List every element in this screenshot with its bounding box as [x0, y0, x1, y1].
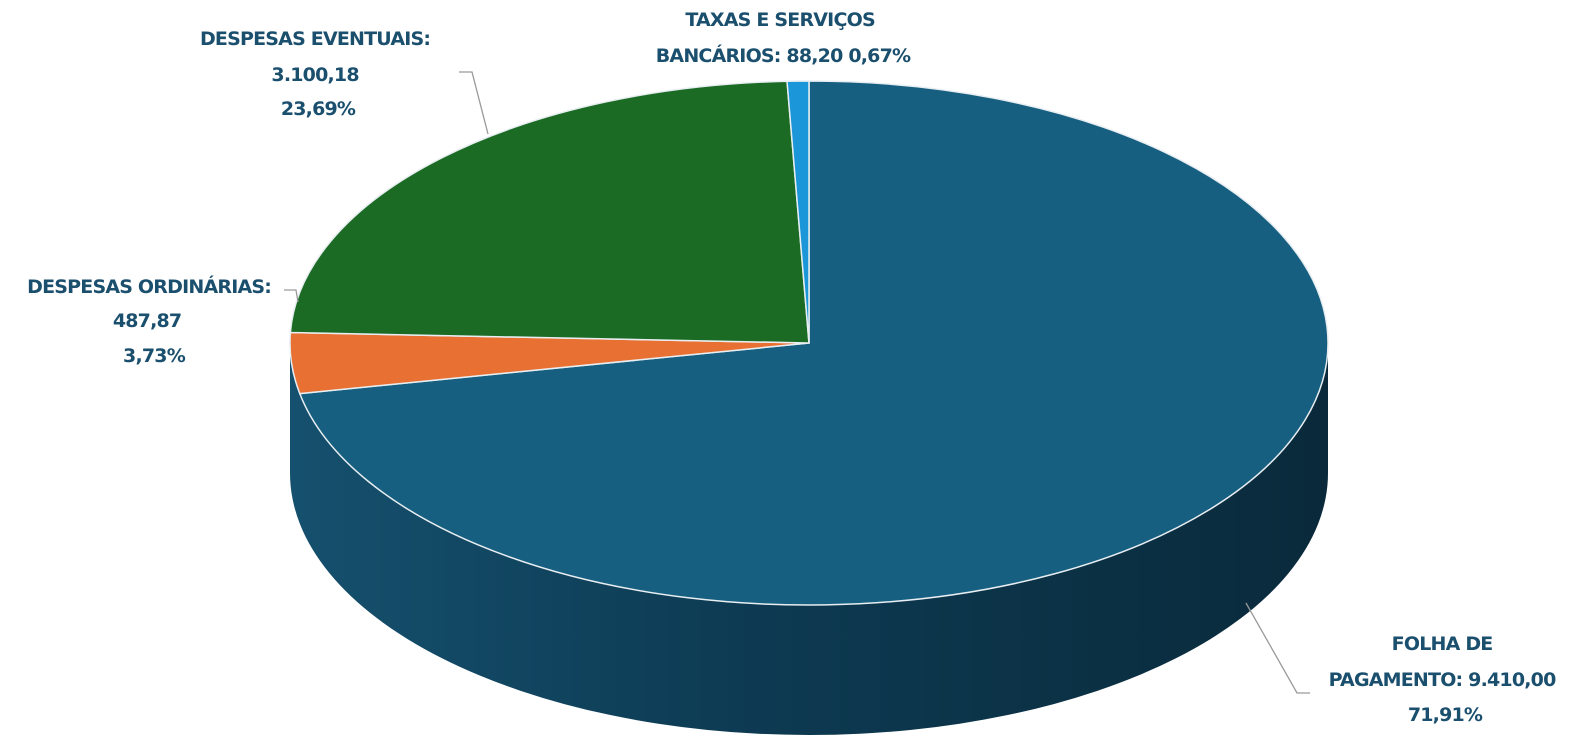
data-label-line: 3,73% [123, 345, 186, 367]
data-label-taxas-servicos: TAXAS E SERVIÇOS BANCÁRIOS: 88,20 0,67% [656, 9, 911, 67]
leader-line-folha-pagamento [1245, 602, 1310, 694]
data-label-line: 487,87 [113, 310, 182, 332]
pie-slice-taxas-e-servicos-bancarios [786, 80, 810, 344]
leader-line-despesas-ordinarias [284, 289, 299, 303]
pie-side-wall [290, 343, 1328, 735]
pie-slice-despesas-eventuais [289, 80, 810, 344]
data-label-line: 3.100,18 [271, 64, 359, 86]
data-label-line: TAXAS E SERVIÇOS [685, 9, 875, 31]
pie-slice-folha-de-pagamento [299, 80, 1329, 606]
data-label-line: 23,69% [281, 98, 356, 120]
data-label-folha-pagamento: FOLHA DE PAGAMENTO: 9.410,00 71,91% [1329, 633, 1562, 726]
data-label-line: FOLHA DE [1392, 633, 1493, 655]
data-label-despesas-eventuais: DESPESAS EVENTUAIS: 3.100,18 23,69% [200, 28, 436, 120]
leader-line-despesas-eventuais [459, 71, 489, 135]
data-label-despesas-ordinarias: DESPESAS ORDINÁRIAS: 487,87 3,73% [27, 275, 277, 367]
data-label-line: 71,91% [1408, 704, 1483, 726]
data-label-line: DESPESAS ORDINÁRIAS: [27, 275, 271, 298]
data-label-line: DESPESAS EVENTUAIS: [200, 28, 430, 50]
data-label-line: PAGAMENTO: 9.410,00 [1329, 669, 1556, 691]
data-label-line: BANCÁRIOS: 88,20 0,67% [656, 44, 911, 67]
